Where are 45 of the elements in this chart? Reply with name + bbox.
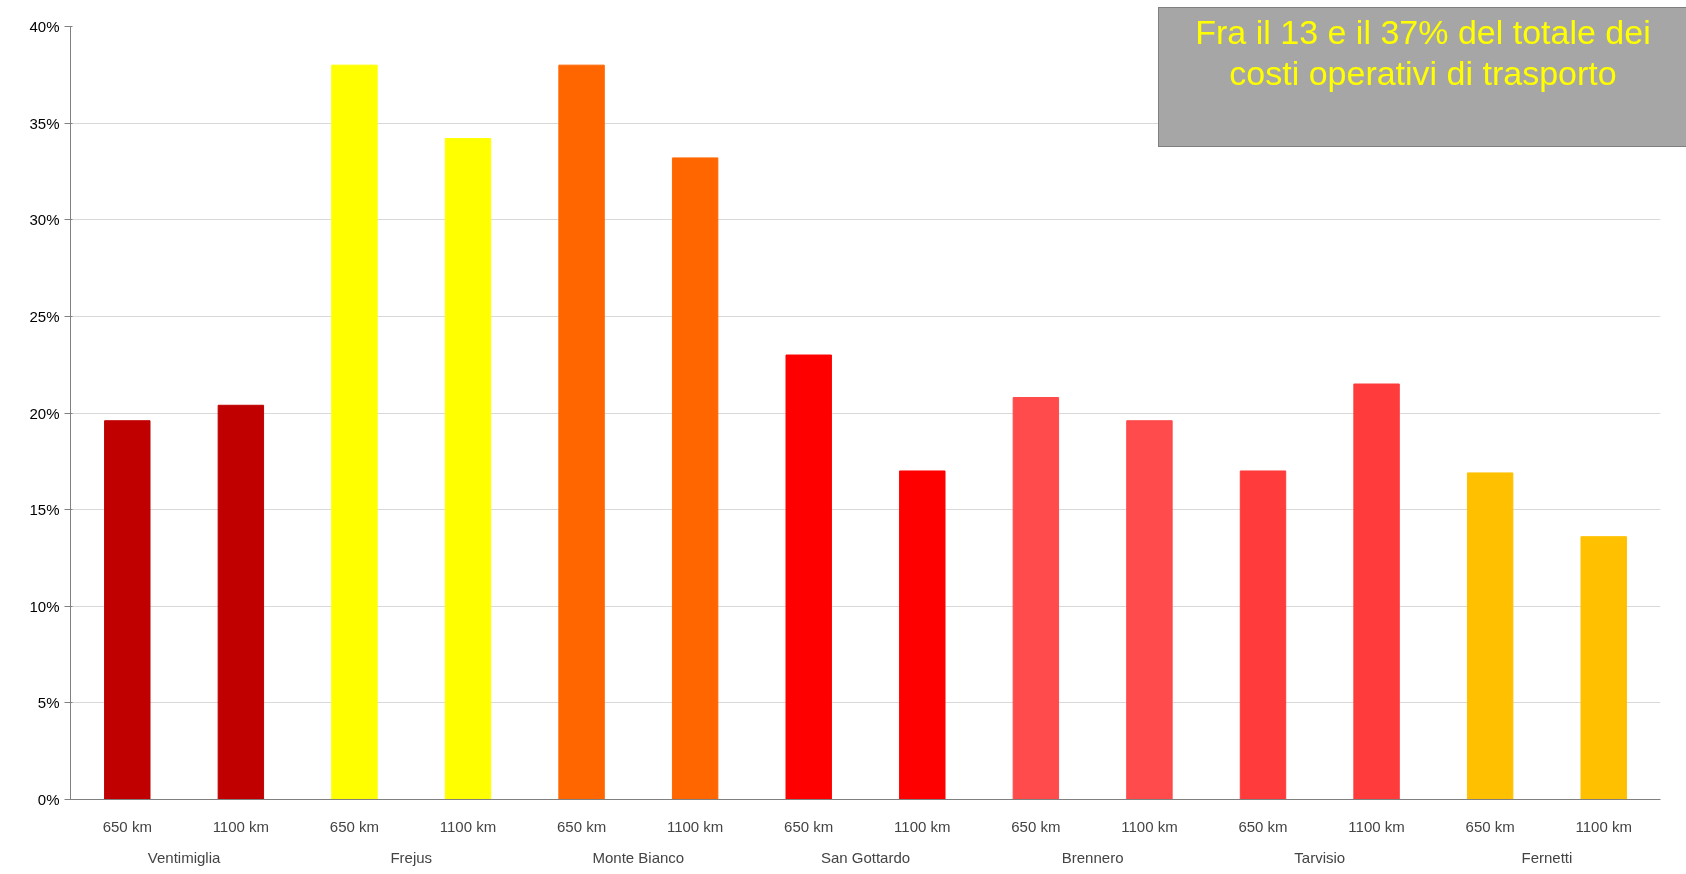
y-tick-label: 25%: [29, 307, 60, 325]
text: Brennero: [1061, 848, 1124, 866]
x-tick-label: 650 km: [1011, 817, 1061, 835]
y-tick-label: 30%: [29, 211, 60, 229]
y-tick-label: 5%: [37, 694, 60, 712]
bar: [1126, 420, 1173, 800]
bar: [444, 138, 492, 800]
bar: [558, 64, 605, 800]
text: Tarvisio: [1294, 848, 1346, 866]
bar: [671, 157, 719, 800]
text: San Gottardo: [820, 848, 911, 866]
bar: [104, 420, 151, 800]
x-tick-label: 650 km: [1465, 817, 1515, 835]
x-tick-label: 650 km: [556, 817, 607, 835]
x-tick-label: 1100 km: [439, 817, 497, 835]
x-tick-label: 1100 km: [212, 817, 270, 835]
bar: [217, 404, 265, 800]
x-tick-label: 650 km: [329, 817, 380, 835]
bar: [1239, 470, 1287, 800]
x-tick-label: 1100 km: [1348, 817, 1405, 835]
y-tick-label: 35%: [29, 114, 60, 132]
y-tick-label: 10%: [29, 597, 60, 615]
x-tick-label: 1100 km: [1121, 817, 1178, 835]
x-tick-label: 1100 km: [1575, 817, 1632, 835]
bar: [1353, 383, 1400, 800]
text: Fernetti: [1521, 848, 1573, 866]
bar: [1012, 397, 1060, 800]
x-tick-label: 1100 km: [894, 817, 951, 835]
y-tick-label: 0%: [37, 791, 60, 808]
x-tick-label: 650 km: [102, 817, 152, 835]
y-tick-label: 20%: [29, 404, 60, 422]
y-tick-label: 40%: [29, 18, 60, 35]
bar: [899, 470, 946, 800]
x-tick-label: 650 km: [1238, 817, 1288, 835]
bar: [1580, 536, 1627, 800]
bar: [331, 64, 378, 800]
bar: [1466, 472, 1514, 800]
x-tick-label: 650 km: [784, 817, 834, 835]
x-tick-label: 1100 km: [666, 817, 724, 835]
annotation: Fra il 13 e il 37% del totale dei costi operativi di trasporto: [1194, 12, 1652, 94]
text: Monte Bianco: [592, 848, 685, 866]
text: Ventimiglia: [147, 848, 221, 866]
y-tick-label: 15%: [29, 501, 60, 519]
text: Frejus: [390, 848, 433, 866]
bar: [785, 354, 832, 800]
